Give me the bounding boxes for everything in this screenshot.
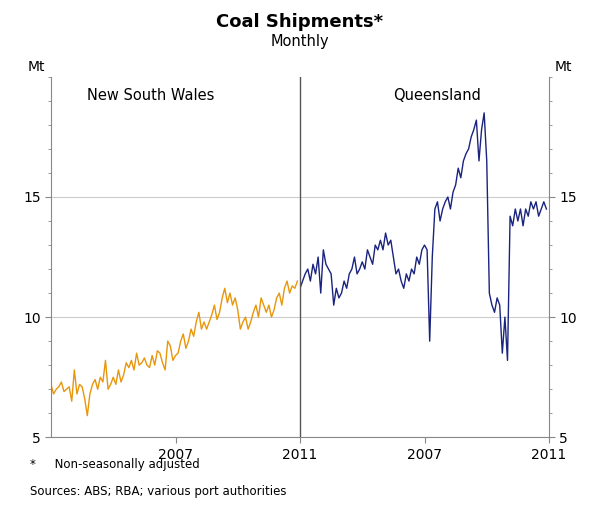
Text: New South Wales: New South Wales <box>87 87 214 103</box>
Text: Mt: Mt <box>28 60 45 74</box>
Text: *     Non-seasonally adjusted: * Non-seasonally adjusted <box>30 458 200 472</box>
Text: Queensland: Queensland <box>393 87 481 103</box>
Text: Sources: ABS; RBA; various port authorities: Sources: ABS; RBA; various port authorit… <box>30 485 287 498</box>
Text: Mt: Mt <box>555 60 572 74</box>
Text: Coal Shipments*: Coal Shipments* <box>217 13 383 31</box>
Text: Monthly: Monthly <box>271 34 329 49</box>
